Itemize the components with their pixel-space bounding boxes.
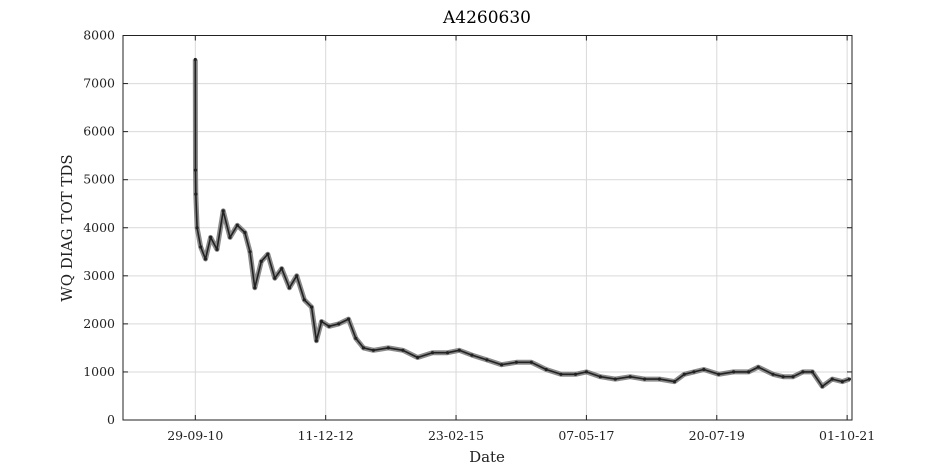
data-point	[682, 372, 686, 376]
data-point	[810, 370, 815, 374]
data-point	[193, 168, 198, 172]
data-point	[259, 259, 263, 263]
data-point	[445, 351, 450, 355]
data-point	[228, 235, 232, 239]
data-point	[287, 286, 291, 290]
data-point	[791, 375, 795, 379]
data-point	[732, 370, 736, 374]
axis-ticks	[123, 35, 852, 421]
data-point	[613, 377, 617, 381]
x-axis-label: Date	[469, 448, 505, 466]
data-point	[628, 375, 632, 379]
data-point	[781, 375, 785, 379]
data-point	[266, 252, 270, 256]
data-point	[672, 380, 677, 384]
data-point	[195, 226, 199, 230]
data-point	[203, 257, 208, 261]
data-point	[598, 375, 603, 379]
data-point	[371, 348, 375, 352]
y-tick-label: 6000	[83, 124, 115, 139]
data-point	[801, 370, 805, 374]
data-point	[820, 384, 824, 388]
data-point	[253, 286, 257, 290]
x-tick-label: 11-12-12	[298, 428, 354, 443]
data-point	[280, 267, 284, 271]
data-point	[584, 370, 589, 374]
x-tick-label: 07-05-17	[558, 428, 614, 443]
data-point	[657, 377, 662, 381]
data-point	[756, 365, 760, 369]
data-point	[692, 370, 696, 374]
data-point	[702, 367, 706, 372]
x-tick-labels: 29-09-10 11-12-12 23-02-15 07-05-17 20-07-19…	[167, 428, 875, 443]
data-point	[221, 209, 225, 213]
data-point	[346, 317, 351, 321]
y-tick-label: 5000	[83, 172, 115, 187]
x-tick-label: 01-10-21	[819, 428, 875, 443]
data-point	[327, 324, 331, 328]
data-point	[314, 339, 318, 343]
data-point	[573, 372, 578, 376]
y-tick-label: 8000	[83, 28, 115, 43]
data-point	[643, 377, 647, 381]
data-point	[514, 360, 519, 364]
data-point	[199, 245, 203, 249]
chart-title: A4260630	[442, 8, 531, 28]
data-point	[457, 348, 461, 352]
data-point	[840, 380, 844, 384]
data-point	[337, 322, 341, 326]
data-point	[194, 192, 198, 196]
data-point	[470, 353, 474, 357]
data-point	[500, 363, 504, 367]
y-tick-label: 4000	[83, 220, 115, 235]
data-point	[416, 355, 420, 360]
y-axis-label: WQ DIAG TOT TDS	[58, 154, 76, 301]
x-tick-label: 20-07-19	[689, 428, 745, 443]
data-point	[430, 351, 435, 355]
data-point	[319, 319, 324, 324]
data-point	[235, 223, 239, 227]
plot-area	[192, 57, 852, 389]
data-point	[386, 346, 390, 350]
data-point	[830, 377, 834, 381]
data-point	[273, 276, 277, 280]
y-tick-label: 2000	[83, 316, 115, 331]
data-point	[401, 348, 405, 352]
data-point	[771, 372, 775, 376]
data-point	[310, 305, 314, 309]
data-point	[302, 298, 306, 302]
data-point	[485, 358, 489, 362]
data-point	[361, 346, 366, 350]
data-point	[847, 377, 852, 381]
data-point	[747, 370, 751, 374]
data-point	[193, 57, 197, 62]
data-point	[354, 336, 358, 340]
data-point	[529, 360, 533, 364]
data-point	[559, 372, 563, 376]
y-tick-label: 0	[107, 412, 115, 427]
x-tick-label: 29-09-10	[167, 428, 223, 443]
y-tick-label: 7000	[83, 76, 115, 91]
y-tick-label: 1000	[83, 364, 115, 379]
x-tick-label: 23-02-15	[428, 428, 484, 443]
data-point	[215, 247, 219, 251]
data-point	[248, 250, 252, 254]
data-point	[544, 367, 548, 372]
y-tick-labels: 0 1000 2000 3000 4000 5000 6000 7000 8000	[83, 28, 115, 428]
data-point	[243, 231, 247, 235]
y-tick-label: 3000	[83, 268, 115, 283]
data-point	[717, 372, 721, 376]
data-point	[295, 274, 299, 278]
data-point	[209, 235, 213, 239]
